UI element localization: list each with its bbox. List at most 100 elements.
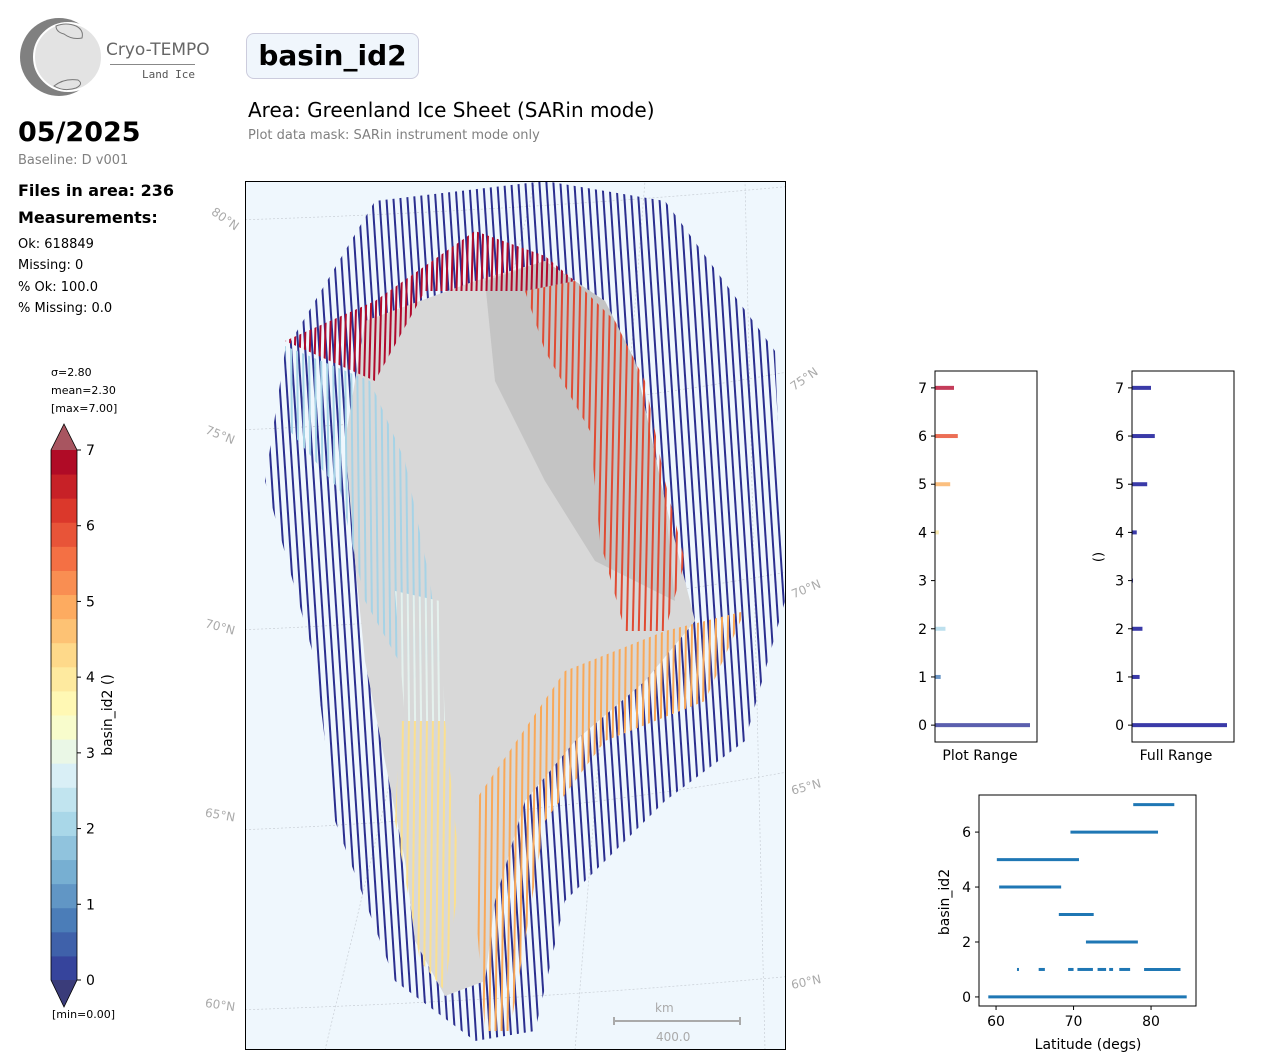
logo-subtitle: Land Ice xyxy=(142,68,195,81)
colorbar-tick-label: 6 xyxy=(86,519,95,535)
colorbar-bin xyxy=(51,859,77,885)
ground-track xyxy=(344,231,371,381)
hist-tick-label: 5 xyxy=(918,477,927,493)
hist-tick-label: 6 xyxy=(1115,429,1124,445)
files-count: Files in area: 236 xyxy=(18,181,174,200)
hist-full-range-xlabel: Full Range xyxy=(1139,748,1213,764)
ground-track xyxy=(432,591,444,721)
mask-note: Plot data mask: SARin instrument mode on… xyxy=(248,128,540,143)
scale-unit: km xyxy=(655,1001,674,1015)
lat-label-70n-left: 70°N xyxy=(203,616,237,638)
ground-track xyxy=(414,591,426,721)
hist-axes-plot-range xyxy=(934,370,1038,743)
hist-tick-label: 3 xyxy=(918,574,927,590)
variable-title: basin_id2 xyxy=(246,33,419,79)
measurements-label: Measurements: xyxy=(18,208,158,227)
colorbar-bin xyxy=(51,787,77,812)
scatter-xtick-label: 60 xyxy=(987,1014,1005,1030)
ground-track xyxy=(416,721,428,991)
ground-track xyxy=(349,231,376,381)
scatter-xtick-label: 70 xyxy=(1065,1014,1083,1030)
date: 05/2025 xyxy=(18,117,141,148)
cryo-tempo-logo-icon xyxy=(20,18,103,96)
ground-track xyxy=(374,231,401,381)
hist-bar-plot-range xyxy=(935,530,939,535)
colorbar-bin xyxy=(51,763,77,788)
graticule-line xyxy=(574,181,646,1050)
hist-tick-label: 4 xyxy=(918,525,927,541)
colorbar-bin xyxy=(51,594,77,620)
hist-bar-plot-range xyxy=(935,434,958,439)
colorbar-tick-label: 4 xyxy=(86,670,95,686)
pct-ok: % Ok: 100.0 xyxy=(18,280,98,295)
hist-bar-full-range xyxy=(1132,723,1227,728)
colorbar-min: [min=0.00] xyxy=(52,1008,116,1021)
colorbar-bin xyxy=(51,546,77,571)
scatter-ytick-label: 0 xyxy=(962,990,971,1006)
logo-title: Cryo-TEMPO xyxy=(106,40,210,60)
hist-bar-plot-range xyxy=(935,723,1030,728)
colorbar-tick-label: 1 xyxy=(86,897,95,913)
ground-track xyxy=(339,231,366,381)
scatter-xlabel: Latitude (degs) xyxy=(1034,1037,1142,1053)
colorbar-bin xyxy=(51,450,77,475)
colorbar-mean: mean=2.30 xyxy=(51,384,116,397)
hist-tick-label: 6 xyxy=(918,429,927,445)
hist-bar-full-range xyxy=(1132,626,1143,631)
hist-tick-label: 7 xyxy=(918,381,927,397)
greenland-map xyxy=(245,181,786,1050)
logo-divider xyxy=(110,64,195,65)
scatter-ytick-label: 6 xyxy=(962,825,971,841)
hist-tick-label: 2 xyxy=(918,622,927,638)
ground-track xyxy=(434,721,446,991)
lat-label-80n-left: 80°N xyxy=(208,204,242,234)
colorbar-bin xyxy=(51,739,77,764)
hist-tick-label: 0 xyxy=(918,718,927,734)
lat-label-65n-right: 65°N xyxy=(789,776,823,798)
scatter-axes xyxy=(978,794,1197,1007)
ground-track xyxy=(446,721,458,991)
ground-track xyxy=(384,346,396,681)
lat-label-75n-left: 75°N xyxy=(203,422,237,448)
ground-track xyxy=(324,231,351,381)
hist-bar-full-range xyxy=(1132,530,1137,535)
hist-tick-label: 4 xyxy=(1115,525,1124,541)
colorbar-bin xyxy=(51,618,77,644)
colorbar-tick-label: 7 xyxy=(86,443,95,459)
ground-track xyxy=(402,591,414,721)
missing-count: Missing: 0 xyxy=(18,258,84,273)
colorbar-bin xyxy=(51,690,77,716)
lat-label-60n-right: 60°N xyxy=(789,972,823,992)
colorbar: 0 1 2 3 4 5 6 7 xyxy=(50,423,95,1008)
colorbar-bin xyxy=(51,522,77,547)
pct-missing: % Missing: 0.0 xyxy=(18,301,113,316)
scatter-ytick-label: 2 xyxy=(962,935,971,951)
hist-bar-full-range xyxy=(1132,482,1148,487)
hist-tick-label: 3 xyxy=(1115,574,1124,590)
scatter-xtick-label: 80 xyxy=(1142,1014,1160,1030)
hist-bar-plot-range xyxy=(935,674,941,679)
latitude-scatter: 60 70 80 0 2 4 6 xyxy=(962,794,1197,1030)
baseline: Baseline: D v001 xyxy=(18,153,129,168)
ground-track xyxy=(329,231,356,381)
colorbar-bin xyxy=(51,931,77,957)
colorbar-bin xyxy=(51,474,77,499)
colorbar-bin xyxy=(51,955,77,981)
ground-track xyxy=(378,346,390,681)
ground-track xyxy=(396,591,408,721)
colorbar-bin xyxy=(51,907,77,933)
colorbar-tick-label: 5 xyxy=(86,594,95,610)
ground-track xyxy=(359,231,386,381)
lat-label-65n-left: 65°N xyxy=(204,805,237,825)
colorbar-bin xyxy=(51,715,77,740)
hist-tick-label: 7 xyxy=(1115,381,1124,397)
colorbar-label: basin_id2 () xyxy=(100,674,116,756)
hist-bar-plot-range xyxy=(935,385,954,390)
graticule-line xyxy=(245,571,786,630)
colorbar-bin xyxy=(51,883,77,909)
ground-track xyxy=(426,591,438,721)
colorbar-max-extend xyxy=(51,424,77,450)
hist-bar-plot-range xyxy=(935,626,946,631)
hist-tick-label: 5 xyxy=(1115,477,1124,493)
